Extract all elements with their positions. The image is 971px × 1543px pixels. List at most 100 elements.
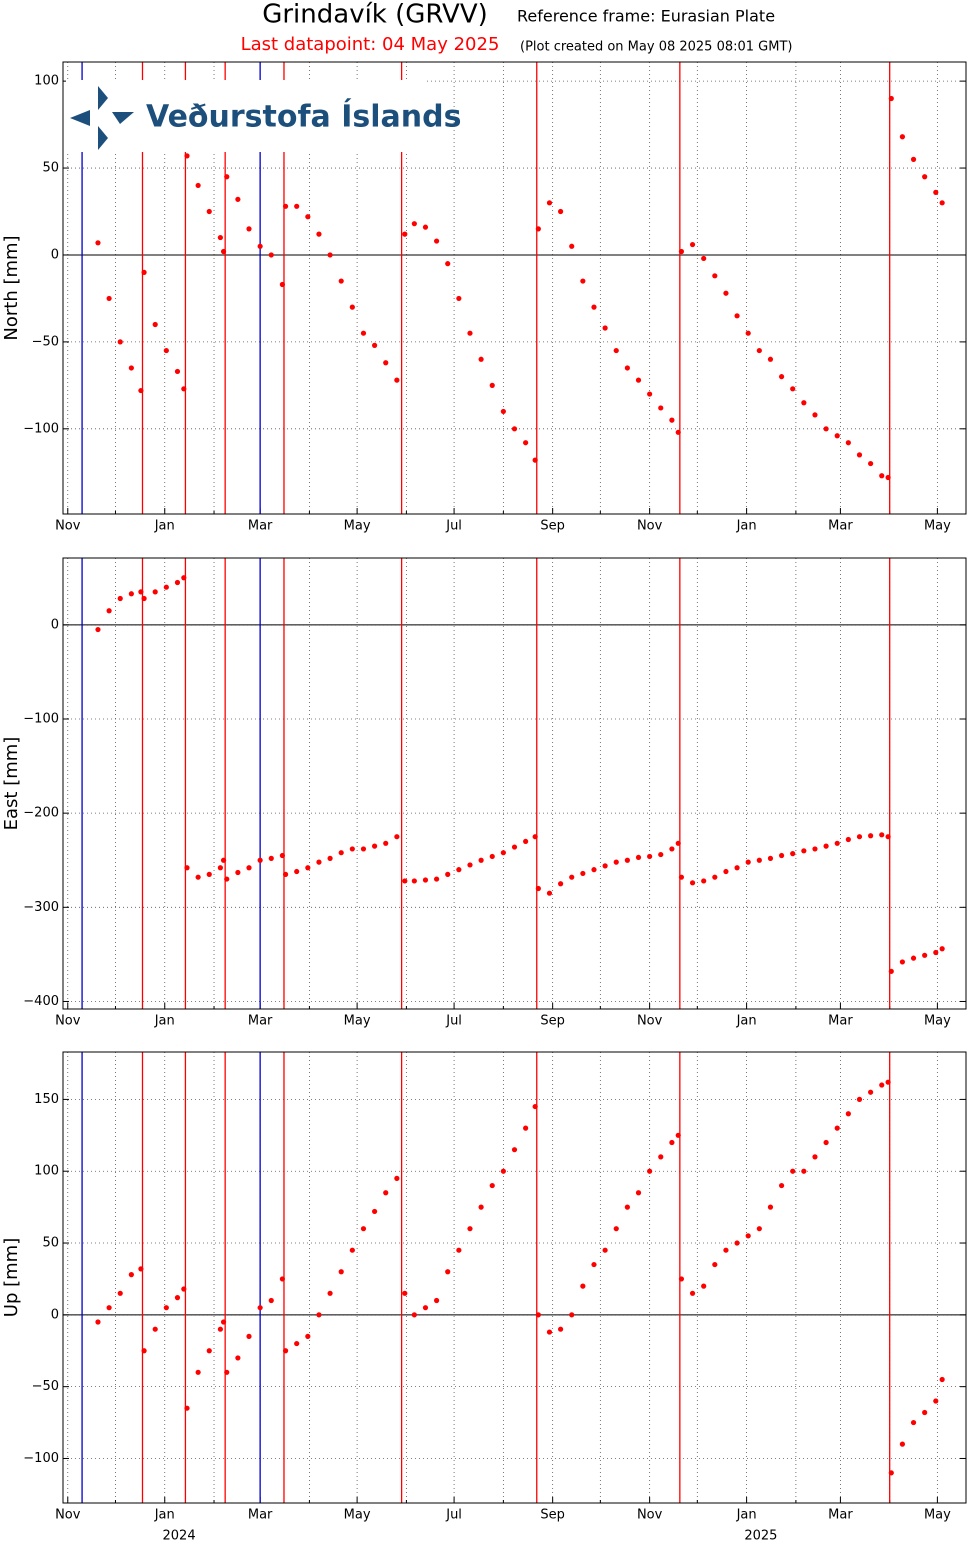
data-point <box>279 852 285 859</box>
data-point <box>349 304 355 310</box>
data-point <box>613 1226 619 1232</box>
data-point <box>411 221 417 227</box>
data-point <box>823 1139 829 1146</box>
data-point <box>371 342 378 348</box>
data-point <box>467 330 473 336</box>
logo-shape <box>112 112 134 124</box>
data-point <box>624 1204 630 1210</box>
data-point <box>678 1276 685 1282</box>
data-point <box>268 252 274 258</box>
y-tick-label: −100 <box>23 712 59 727</box>
data-point <box>305 865 311 871</box>
data-point <box>767 356 774 362</box>
y-tick-label: −50 <box>32 334 59 349</box>
data-point <box>933 189 939 195</box>
data-point <box>546 1329 553 1335</box>
data-point <box>701 878 707 884</box>
data-point <box>756 1226 762 1232</box>
data-point <box>282 1348 289 1354</box>
data-point <box>723 290 729 296</box>
data-point <box>675 840 681 846</box>
x-tick-label: Mar <box>248 1014 273 1029</box>
x-tick-label: Nov <box>637 1508 663 1523</box>
x-tick-label: Nov <box>55 519 81 534</box>
data-point <box>195 874 201 880</box>
data-point <box>138 1266 144 1272</box>
data-point <box>246 1333 252 1339</box>
data-point <box>383 1190 389 1196</box>
panels: Nov Jan Mar May Jul Sep Nov Jan Mar May −100 −50 0 50… <box>1 61 967 1543</box>
data-point <box>349 846 355 852</box>
data-point <box>834 840 840 846</box>
data-point <box>910 955 917 961</box>
data-point <box>535 1312 541 1318</box>
data-point <box>790 851 796 857</box>
data-point <box>224 876 230 882</box>
plot-frame <box>62 557 967 1010</box>
data-point <box>569 874 575 880</box>
data-point <box>220 857 227 863</box>
data-point <box>206 1348 212 1354</box>
y-tick-label: −400 <box>23 994 59 1009</box>
data-point <box>327 855 333 861</box>
data-point <box>174 1295 181 1301</box>
y-tick-label: 0 <box>51 1307 59 1322</box>
x-tick-label: Nov <box>637 519 663 534</box>
data-point <box>823 843 829 849</box>
data-point <box>879 1082 885 1088</box>
data-point <box>801 1168 807 1174</box>
data-point <box>723 868 729 875</box>
data-point <box>422 1305 429 1311</box>
data-point <box>689 880 696 886</box>
data-point <box>689 241 696 248</box>
data-point <box>734 865 740 871</box>
data-point <box>338 850 344 856</box>
y-tick-label: −50 <box>32 1379 59 1394</box>
logo-shape <box>98 126 108 150</box>
year-label: 2024 <box>163 1529 196 1543</box>
data-point <box>745 859 751 865</box>
data-point <box>327 1290 333 1296</box>
data-point <box>624 365 630 371</box>
data-point <box>790 386 796 392</box>
y-tick-label: −200 <box>23 806 59 821</box>
data-point <box>868 833 874 839</box>
data-point <box>723 1247 729 1253</box>
data-point <box>268 1297 274 1304</box>
data-point <box>163 347 169 354</box>
data-point <box>922 174 928 180</box>
data-point <box>910 1419 917 1426</box>
data-point <box>812 412 818 418</box>
data-point <box>613 859 619 865</box>
data-point <box>195 182 201 189</box>
data-point <box>624 857 630 863</box>
data-point <box>184 153 190 159</box>
data-point <box>181 386 187 392</box>
data-point <box>152 321 158 328</box>
y-axis-label: East [mm] <box>1 737 22 831</box>
plot-frame <box>62 1051 967 1504</box>
data-point <box>712 1261 718 1268</box>
x-tick-label: Jan <box>154 519 175 534</box>
data-point <box>294 1340 300 1347</box>
y-axis-label: Up [mm] <box>1 1238 22 1317</box>
data-point <box>868 1089 874 1095</box>
x-tick-label: May <box>924 1508 951 1523</box>
data-point <box>456 295 462 302</box>
data-point <box>402 878 408 884</box>
data-point <box>327 252 333 258</box>
data-point <box>117 339 123 345</box>
data-point <box>106 608 112 614</box>
data-point <box>279 1276 285 1282</box>
data-point <box>778 1182 785 1189</box>
data-point <box>268 855 274 861</box>
data-point <box>899 134 906 140</box>
data-point <box>445 1269 451 1275</box>
data-point <box>535 226 541 232</box>
data-point <box>394 834 400 840</box>
x-tick-label: Mar <box>248 519 273 534</box>
data-point <box>106 295 112 302</box>
data-point <box>316 231 322 237</box>
data-point <box>635 1190 642 1196</box>
data-point <box>217 234 223 241</box>
